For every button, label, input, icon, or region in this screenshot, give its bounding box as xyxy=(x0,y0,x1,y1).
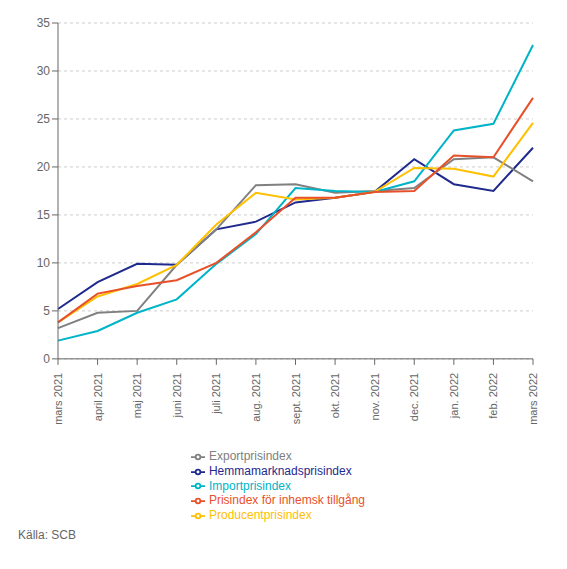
svg-text:35: 35 xyxy=(37,16,51,30)
svg-text:april 2021: april 2021 xyxy=(92,373,104,421)
svg-text:20: 20 xyxy=(37,160,51,174)
html-text:Hemmamarknadsprisindex: Hemmamarknadsprisindex xyxy=(209,463,352,478)
svg-text:dec. 2021: dec. 2021 xyxy=(408,373,420,421)
svg-text:5: 5 xyxy=(43,304,50,318)
svg-text:25: 25 xyxy=(37,112,51,126)
svg-text:okt. 2021: okt. 2021 xyxy=(329,373,341,418)
svg-text:15: 15 xyxy=(37,208,51,222)
svg-text:juli 2021: juli 2021 xyxy=(210,373,222,415)
svg-text:maj 2021: maj 2021 xyxy=(131,373,143,418)
svg-text:mars 2022: mars 2022 xyxy=(527,373,539,425)
svg-text:10: 10 xyxy=(37,256,51,270)
svg-text:30: 30 xyxy=(37,64,51,78)
html-text:Källa: SCB: Källa: SCB xyxy=(18,528,76,542)
html-text:Prisindex för inhemsk tillgång: Prisindex för inhemsk tillgång xyxy=(209,493,365,508)
svg-text:aug. 2021: aug. 2021 xyxy=(250,373,262,422)
svg-text:feb. 2022: feb. 2022 xyxy=(487,373,499,419)
svg-text:jan. 2022: jan. 2022 xyxy=(448,373,460,419)
html-text:Importprisindex: Importprisindex xyxy=(209,478,291,493)
svg-text:0: 0 xyxy=(43,352,50,366)
html-text:Producentprisindex: Producentprisindex xyxy=(209,508,312,523)
svg-text:mars 2021: mars 2021 xyxy=(52,373,64,425)
svg-text:sept. 2021: sept. 2021 xyxy=(290,373,302,424)
svg-text:juni 2021: juni 2021 xyxy=(171,373,183,419)
html-text:Exportprisindex: Exportprisindex xyxy=(209,448,292,463)
svg-text:nov. 2021: nov. 2021 xyxy=(369,373,381,421)
